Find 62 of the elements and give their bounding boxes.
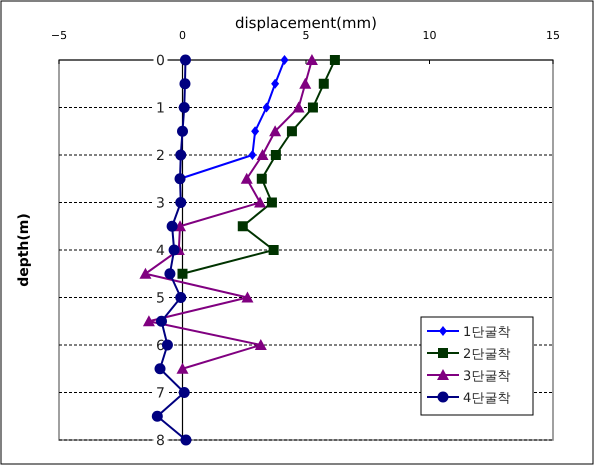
point: [175, 150, 186, 160]
point: [270, 150, 281, 160]
point: [178, 268, 188, 279]
point: [299, 78, 312, 89]
point: [241, 292, 254, 302]
point: [254, 196, 266, 208]
y-tick-label: 3: [156, 196, 165, 212]
y-tick-label: 4: [156, 243, 166, 259]
point: [238, 221, 248, 232]
point: [175, 292, 186, 303]
point: [256, 174, 267, 184]
point: [271, 78, 280, 89]
point: [176, 362, 188, 374]
point: [152, 410, 163, 422]
point: [177, 126, 188, 137]
legend-label: 3단굴착: [463, 369, 510, 384]
y-tick-label: 5: [156, 290, 165, 306]
point: [180, 54, 191, 66]
point: [280, 55, 289, 65]
y-tick-label: 1: [156, 100, 165, 116]
x-tick-label: 0: [179, 29, 186, 42]
y-tick-label: 8: [156, 433, 165, 449]
point: [268, 245, 279, 255]
point: [256, 149, 269, 160]
point: [164, 268, 176, 280]
point: [166, 220, 178, 232]
y-axis-title: depth(m): [16, 213, 32, 287]
point: [286, 126, 297, 136]
point: [178, 387, 190, 398]
point: [180, 434, 192, 446]
x-tick-label: 10: [422, 29, 436, 42]
point: [269, 125, 282, 136]
point: [240, 172, 253, 184]
x-tick-label: 15: [546, 29, 560, 42]
legend-label: 4단굴착: [463, 391, 510, 406]
point: [330, 55, 340, 65]
point: [139, 268, 152, 279]
point: [248, 150, 256, 160]
point: [178, 102, 190, 113]
point: [318, 78, 329, 89]
x-tick-label: −5: [50, 29, 68, 42]
y-tick-label: 0: [156, 53, 165, 69]
point: [262, 102, 270, 112]
point: [251, 126, 260, 136]
x-tick-label: 5: [302, 29, 310, 42]
point: [308, 102, 318, 112]
legend-label: 2단굴착: [463, 347, 510, 362]
y-tick-label: 2: [156, 148, 165, 164]
x-axis-title: displacement(mm): [234, 14, 378, 32]
point: [254, 339, 267, 350]
legend-label: 1단굴착: [463, 325, 510, 340]
point: [156, 316, 168, 327]
y-tick-label: 7: [156, 386, 165, 402]
point: [175, 197, 186, 208]
point: [266, 198, 277, 208]
point: [174, 220, 186, 232]
point: [142, 315, 155, 326]
point: [179, 78, 190, 90]
point: [154, 363, 166, 374]
point: [292, 102, 305, 112]
point: [168, 244, 180, 256]
point: [306, 54, 318, 65]
